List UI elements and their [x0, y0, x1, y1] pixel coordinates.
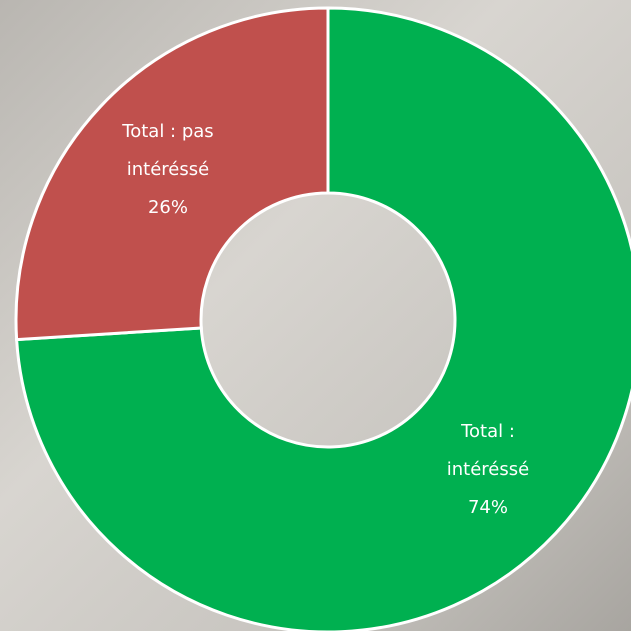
chart — [0, 0, 631, 631]
page: (() => { const data = JSON.parse(documen… — [0, 0, 631, 631]
value-label: 74% — [442, 489, 534, 527]
category-label: Total : pas intéréssé — [122, 113, 214, 189]
category-label: Total : intéréssé — [442, 413, 534, 489]
value-label: 26% — [122, 189, 214, 227]
